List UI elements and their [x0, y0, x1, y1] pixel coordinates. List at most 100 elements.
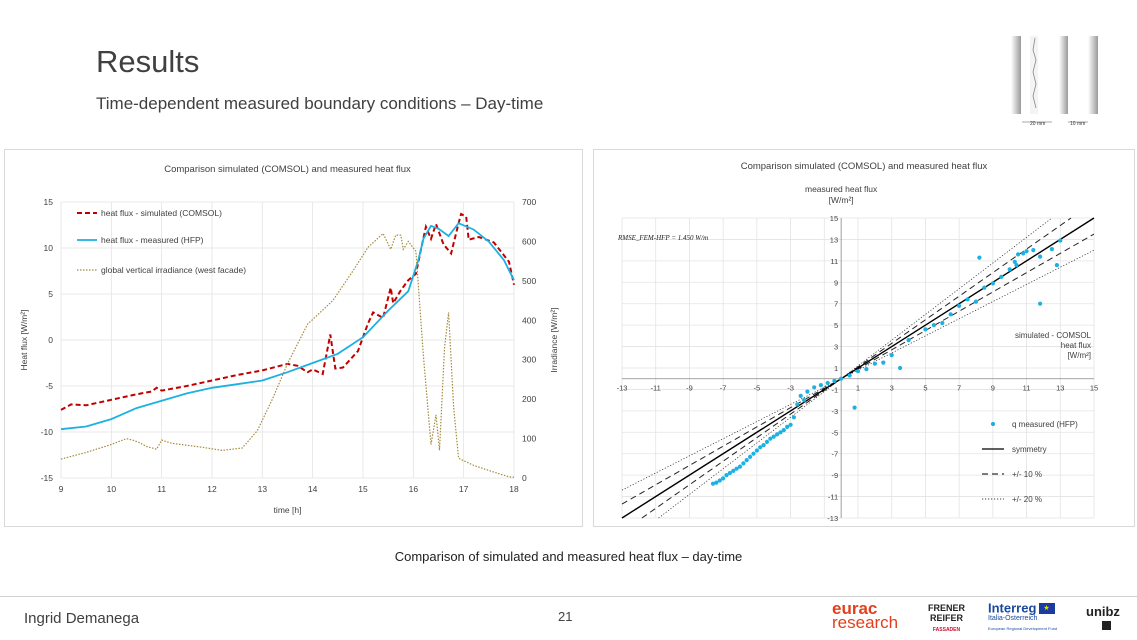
x-tick-label: -1	[821, 384, 828, 393]
measured-point	[982, 285, 987, 290]
measured-point	[1031, 248, 1036, 253]
measured-point	[798, 393, 803, 398]
measured-point	[714, 480, 719, 485]
x-tick-label: 10	[107, 484, 117, 494]
measured-point	[734, 466, 739, 471]
x-axis-label: simulated - COMSOL	[1015, 331, 1092, 340]
y-tick-label: 3	[834, 343, 838, 352]
measured-point	[1049, 247, 1054, 252]
wall-section-graphic: 20 mm 10 mm	[1011, 36, 1098, 127]
measured-point	[758, 445, 763, 450]
measured-point	[852, 405, 857, 410]
measured-point	[805, 389, 810, 394]
eurac-logo: eurac research	[832, 599, 899, 632]
frener-logo-line3: FASSADEN	[932, 627, 961, 633]
measured-point	[973, 299, 979, 304]
y-tick-label: 11	[830, 257, 838, 266]
x-tick-label: 18	[509, 484, 519, 494]
measured-point	[855, 369, 861, 374]
measured-point	[741, 461, 746, 466]
legend-label: q measured (HFP)	[1012, 420, 1078, 429]
measured-point	[864, 367, 869, 372]
measured-point	[751, 451, 756, 456]
eurac-logo-line1: eurac	[832, 599, 878, 618]
measured-point	[898, 365, 903, 371]
measured-point	[717, 478, 722, 483]
x-tick-label: 11	[1023, 384, 1031, 393]
measured-heat-flux-line	[60, 222, 515, 431]
measured-point	[948, 312, 953, 317]
y-tick-label: 15	[44, 197, 54, 207]
y-tick-label: 1	[834, 364, 838, 373]
x-tick-label: 16	[409, 484, 419, 494]
measured-point	[965, 297, 970, 302]
measured-point	[839, 376, 844, 381]
frener-logo-line1: FRENER	[928, 603, 966, 613]
y-tick-label: 15	[830, 214, 838, 223]
measured-point	[754, 448, 759, 453]
y-tick-label: -1	[831, 385, 838, 394]
x-tick-label: -7	[720, 384, 727, 393]
y-axis-label: Heat flux [W/m²]	[19, 310, 29, 371]
measured-point	[931, 323, 936, 328]
legend-label: +/- 10 %	[1012, 470, 1042, 479]
author-name: Ingrid Demanega	[24, 610, 140, 627]
symmetry-line	[621, 217, 1095, 519]
measured-point	[721, 476, 726, 481]
x-tick-label: 7	[957, 384, 961, 393]
eu-flag-icon	[1039, 603, 1056, 614]
x-tick-label: 15	[1090, 384, 1098, 393]
interreg-logo-line3: European Regional Development Fund	[988, 626, 1058, 631]
x-tick-label: 14	[308, 484, 318, 494]
y2-tick-label: 100	[522, 434, 536, 444]
slide-title: Results	[96, 44, 200, 79]
x-tick-label: 11	[157, 484, 166, 494]
y-axis-label: measured heat flux	[805, 184, 878, 194]
measured-point	[872, 361, 877, 366]
measured-point	[768, 436, 773, 441]
time-series-chart: Comparison simulated (COMSOL) and measur…	[19, 164, 559, 515]
measured-point	[977, 255, 982, 260]
y-tick-label: -5	[45, 381, 53, 391]
measured-point	[1038, 254, 1043, 259]
y-tick-label: 10	[44, 243, 54, 253]
rmse-annotation: RMSE_FEM-HFP = 1.450 W/m	[617, 234, 708, 242]
legend-swatch	[990, 421, 996, 427]
y2-tick-label: 300	[522, 355, 536, 365]
measured-point	[1021, 251, 1026, 256]
y-axis-label: [W/m²]	[829, 195, 854, 205]
y-tick-label: -15	[41, 473, 54, 483]
measured-point	[778, 430, 783, 435]
legend-label: heat flux - simulated (COMSOL)	[101, 208, 222, 218]
x-tick-label: 13	[258, 484, 268, 494]
measured-point	[906, 338, 911, 343]
x-tick-label: 5	[923, 384, 927, 393]
x-tick-label: 9	[991, 384, 995, 393]
measured-point	[825, 380, 830, 386]
unibz-logo: unibz	[1086, 604, 1120, 630]
measured-point	[1014, 263, 1019, 268]
measured-point	[802, 398, 807, 403]
measured-point	[999, 274, 1004, 279]
measured-point	[990, 281, 995, 286]
eurac-logo-line2: research	[832, 613, 899, 632]
x-tick-label: 15	[358, 484, 368, 494]
measured-point	[832, 378, 837, 383]
measured-point	[785, 424, 790, 429]
measured-point	[771, 434, 776, 439]
measured-point	[748, 454, 753, 459]
frener-reifer-logo: FRENER REIFER FASSADEN	[928, 603, 965, 635]
y2-tick-label: 700	[522, 197, 536, 207]
y-tick-label: -11	[828, 493, 838, 502]
x-tick-label: -3	[787, 384, 794, 393]
measured-point	[775, 432, 780, 437]
interreg-logo-line1: Interreg	[988, 600, 1037, 616]
y-tick-label: 13	[830, 235, 838, 244]
measured-point	[737, 464, 743, 469]
y-tick-label: -10	[41, 427, 54, 437]
y-tick-label: 0	[48, 335, 53, 345]
scatter-chart-panel: Comparison simulated (COMSOL) and measur…	[593, 149, 1135, 527]
x-tick-label: 12	[207, 484, 217, 494]
y2-tick-label: 200	[522, 394, 536, 404]
measured-point	[744, 458, 749, 463]
